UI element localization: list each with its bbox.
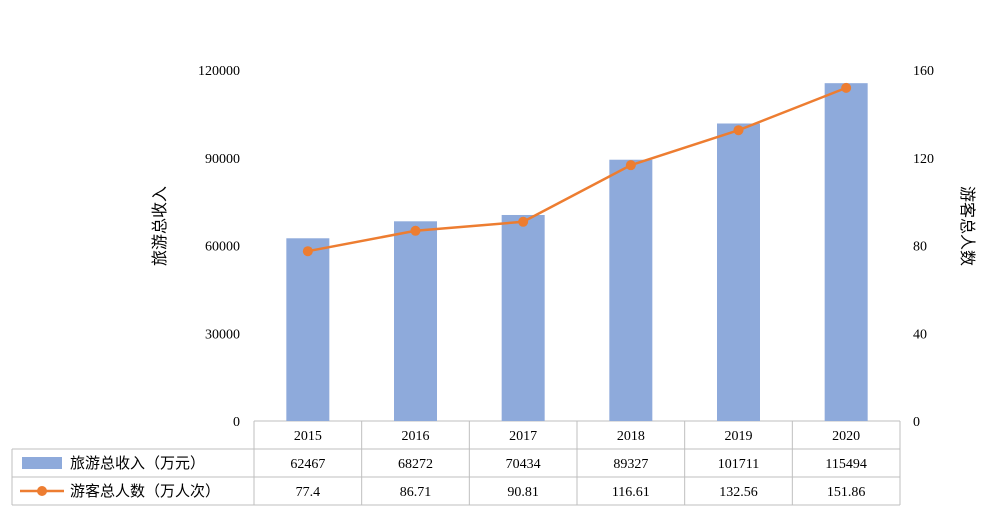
series-line bbox=[307, 86, 847, 253]
data-label: 68272 bbox=[398, 457, 433, 472]
right-tick-label: 160 bbox=[913, 64, 934, 79]
data-label: 77.4 bbox=[296, 485, 321, 500]
legend-label: 游客总人数（万人次） bbox=[70, 482, 220, 500]
data-label: 151.86 bbox=[827, 485, 866, 500]
bar bbox=[394, 221, 437, 421]
category-label: 2019 bbox=[725, 429, 753, 444]
bar bbox=[501, 214, 545, 421]
line-point bbox=[518, 216, 529, 227]
category-label: 2016 bbox=[402, 429, 430, 444]
legend-swatch-marker bbox=[37, 486, 47, 496]
data-label: 132.56 bbox=[719, 485, 758, 500]
data-label: 101711 bbox=[718, 457, 759, 472]
right-tick-label: 40 bbox=[913, 327, 927, 342]
left-tick-label: 30000 bbox=[205, 327, 240, 342]
legend-label: 旅游总收入（万元） bbox=[70, 454, 205, 472]
data-table-values: 62467 68272 70434 89327 101711 115494 77.4 86.7… bbox=[290, 457, 867, 500]
data-label: 116.61 bbox=[612, 485, 650, 500]
data-label: 70434 bbox=[506, 457, 541, 472]
data-label: 89327 bbox=[613, 457, 648, 472]
legend-swatch-bar bbox=[22, 457, 62, 469]
data-table-legend: 旅游总收入（万元） 游客总人数（万人次） bbox=[20, 454, 220, 500]
left-tick-label: 120000 bbox=[198, 64, 240, 79]
data-table-grid bbox=[11, 420, 901, 506]
bar bbox=[824, 83, 868, 421]
category-label: 2015 bbox=[294, 429, 322, 444]
category-labels: 2015 2016 2017 2018 2019 2020 bbox=[294, 429, 860, 444]
data-label: 90.81 bbox=[507, 485, 539, 500]
data-label: 115494 bbox=[825, 457, 866, 472]
data-label: 86.71 bbox=[400, 485, 432, 500]
right-tick-label: 80 bbox=[913, 240, 927, 255]
line-series bbox=[302, 82, 852, 257]
line-point bbox=[302, 246, 313, 257]
left-axis-ticks: 0 30000 60000 90000 120000 bbox=[198, 64, 240, 430]
line-point bbox=[625, 160, 636, 171]
category-label: 2017 bbox=[509, 429, 537, 444]
category-label: 2018 bbox=[617, 429, 645, 444]
category-label: 2020 bbox=[832, 429, 860, 444]
bar bbox=[286, 238, 330, 421]
left-tick-label: 90000 bbox=[205, 152, 240, 167]
right-tick-label: 0 bbox=[913, 415, 920, 430]
bar-series bbox=[286, 83, 868, 422]
left-tick-label: 0 bbox=[233, 415, 240, 430]
line-point bbox=[841, 82, 852, 93]
left-axis-title: 旅游总收入 bbox=[150, 186, 169, 266]
data-label: 62467 bbox=[290, 457, 325, 472]
right-tick-label: 120 bbox=[913, 152, 934, 167]
bar bbox=[717, 123, 760, 421]
line-point bbox=[733, 125, 744, 136]
right-axis-title: 游客总人数 bbox=[958, 186, 977, 266]
bar bbox=[609, 159, 653, 422]
line-point bbox=[410, 225, 421, 236]
left-tick-label: 60000 bbox=[205, 240, 240, 255]
right-axis-ticks: 0 40 80 120 160 bbox=[913, 64, 934, 430]
